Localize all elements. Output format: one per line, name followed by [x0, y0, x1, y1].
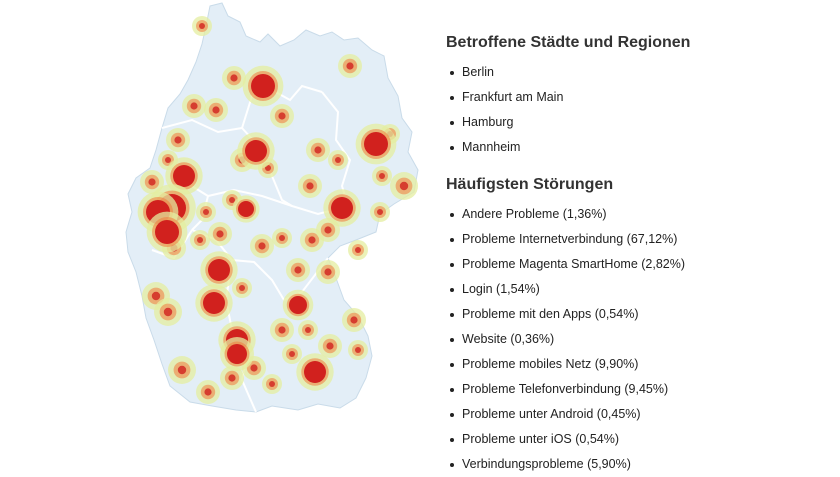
outage-hotspot — [355, 123, 397, 165]
city-list-item: Berlin — [446, 60, 826, 85]
outage-spot — [282, 344, 302, 364]
outage-hotspot — [242, 65, 284, 107]
outage-spot — [262, 374, 282, 394]
outage-spot — [168, 356, 196, 384]
cities-list: Berlin Frankfurt am Main Hamburg Mannheim — [446, 60, 826, 160]
outage-spot — [286, 258, 310, 282]
outage-info-panel: Betroffene Städte und Regionen Berlin Fra… — [446, 32, 826, 477]
city-list-item: Hamburg — [446, 110, 826, 135]
outage-spot — [348, 240, 368, 260]
problem-list-item: Andere Probleme (1,36%) — [446, 202, 826, 227]
outage-spot — [208, 222, 232, 246]
problem-list-item: Probleme Magenta SmartHome (2,82%) — [446, 252, 826, 277]
outage-spot — [196, 380, 220, 404]
outage-hotspot — [237, 132, 275, 170]
outage-spot — [232, 278, 252, 298]
outage-heatmap — [137, 16, 418, 404]
outage-spot — [196, 202, 216, 222]
outage-hotspot — [146, 211, 188, 253]
city-list-item: Mannheim — [446, 135, 826, 160]
outage-spot — [370, 202, 390, 222]
outage-hotspot — [200, 251, 238, 289]
outage-spot — [338, 54, 362, 78]
outage-spot — [182, 94, 206, 118]
outage-spot — [298, 320, 318, 340]
outage-spot — [316, 260, 340, 284]
outage-spot — [250, 234, 274, 258]
state-border — [271, 175, 293, 207]
outage-spot — [140, 170, 164, 194]
problem-list-item: Probleme mobiles Netz (9,90%) — [446, 352, 826, 377]
outage-spot — [318, 334, 342, 358]
outage-spot — [306, 138, 330, 162]
outage-spot — [348, 340, 368, 360]
problem-list-item: Probleme mit den Apps (0,54%) — [446, 302, 826, 327]
problem-list-item: Login (1,54%) — [446, 277, 826, 302]
outage-spot — [372, 166, 392, 186]
outage-hotspot — [220, 337, 254, 371]
outage-hotspot — [282, 289, 314, 321]
outage-spot — [220, 366, 244, 390]
outage-spot — [272, 228, 292, 248]
cities-heading: Betroffene Städte und Regionen — [446, 34, 691, 51]
outage-spot — [222, 66, 246, 90]
outage-spot — [342, 308, 366, 332]
outage-spot — [270, 104, 294, 128]
problem-list-item: Website (0,36%) — [446, 327, 826, 352]
outage-spot — [192, 16, 212, 36]
outage-hotspot — [195, 284, 233, 322]
germany-outage-map — [125, 2, 419, 413]
problems-list: Andere Probleme (1,36%) Probleme Internet… — [446, 202, 826, 477]
outage-hotspot — [296, 353, 334, 391]
outage-hotspot — [232, 195, 260, 223]
city-list-item: Frankfurt am Main — [446, 85, 826, 110]
problem-list-item: Probleme unter Android (0,45%) — [446, 402, 826, 427]
problem-list-item: Probleme unter iOS (0,54%) — [446, 427, 826, 452]
outage-spot — [270, 318, 294, 342]
outage-spot — [204, 98, 228, 122]
problem-list-item: Probleme Telefonverbindung (9,45%) — [446, 377, 826, 402]
outage-spot — [298, 174, 322, 198]
outage-spot — [328, 150, 348, 170]
outage-spot — [154, 298, 182, 326]
outage-hotspot — [323, 189, 361, 227]
outage-spot — [390, 172, 418, 200]
outage-spot — [190, 230, 210, 250]
problems-heading: Häufigsten Störungen — [446, 176, 614, 193]
outage-spot — [166, 128, 190, 152]
problem-list-item: Verbindungsprobleme (5,90%) — [446, 452, 826, 477]
problem-list-item: Probleme Internetverbindung (67,12%) — [446, 227, 826, 252]
